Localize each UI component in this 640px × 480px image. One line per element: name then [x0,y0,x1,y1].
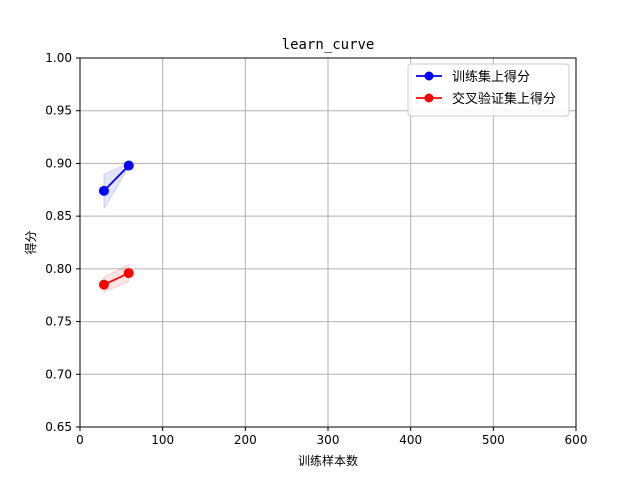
x-tick-label: 300 [317,433,340,447]
legend-box [407,63,570,117]
y-tick-label: 0.70 [45,367,72,381]
y-tick-label: 0.95 [45,104,72,118]
y-tick-label: 1.00 [45,51,72,65]
x-tick-label: 600 [565,433,588,447]
x-tick-label: 500 [482,433,505,447]
legend-label-0: 训练集上得分 [452,69,530,85]
x-tick-label: 0 [76,433,84,447]
x-axis-label: 训练样本数 [298,453,358,468]
y-tick-label: 0.75 [45,315,72,329]
series-points [98,160,134,290]
y-axis-label: 得分 [23,230,38,254]
data-point-1-0 [98,279,109,290]
chart-title: learn_curve [282,37,375,53]
series-line-0 [103,164,130,192]
x-tick-label: 100 [151,433,174,447]
y-tick-label: 0.80 [45,262,72,276]
legend-label-1: 交叉验证集上得分 [452,91,556,107]
y-tick-label: 0.65 [45,420,72,434]
data-point-1-1 [123,268,134,279]
y-tick-label: 0.85 [45,209,72,223]
legend-marker-1 [424,93,434,103]
data-point-0-1 [123,160,134,171]
y-tick-label: 0.90 [45,156,72,170]
x-tick-label: 400 [399,433,422,447]
x-tick-label: 200 [234,433,257,447]
axis-ticks: 0 100 200 300 400 500 600 0.65 0.70 0.75 0.80 0.85 0… [45,51,587,447]
data-point-0-0 [98,185,109,196]
legend-marker-0 [424,71,434,81]
